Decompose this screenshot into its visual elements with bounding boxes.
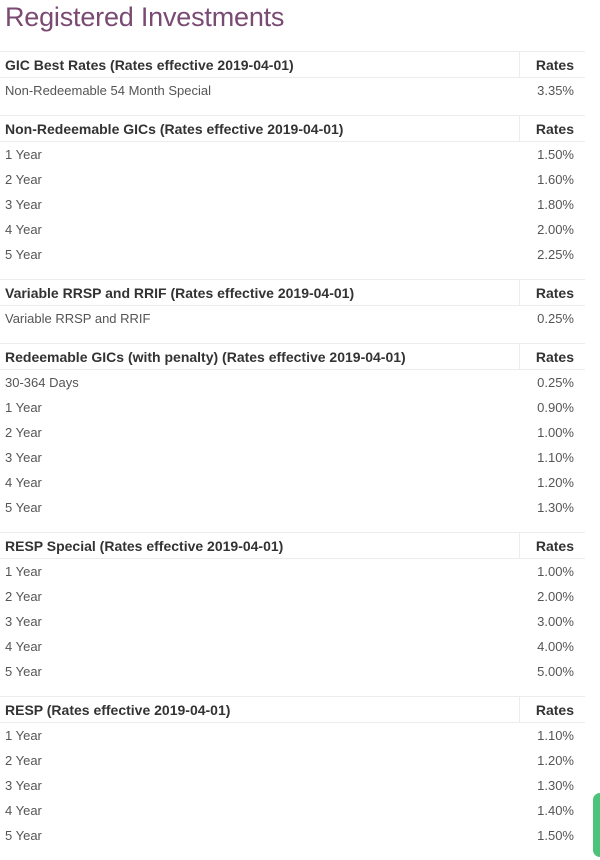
rate-cell: 1.10% — [537, 450, 574, 465]
table-row: 2 Year 1.60% — [0, 167, 585, 192]
table-title: Non-Redeemable GICs (Rates effective 201… — [0, 115, 520, 142]
term-cell: Non-Redeemable 54 Month Special — [5, 83, 211, 98]
term-cell: 1 Year — [5, 147, 42, 162]
term-cell: 3 Year — [5, 614, 42, 629]
rate-cell: 0.25% — [537, 311, 574, 326]
term-cell: 4 Year — [5, 475, 42, 490]
term-cell: 30-364 Days — [5, 375, 79, 390]
table-row: 30-364 Days 0.25% — [0, 370, 585, 396]
table-row: 3 Year 1.80% — [0, 192, 585, 217]
table-row: 1 Year 0.90% — [0, 395, 585, 420]
rates-table: RESP (Rates effective 2019-04-01) Rates 1 … — [0, 696, 585, 848]
term-cell: 2 Year — [5, 753, 42, 768]
rate-cell: 3.00% — [537, 614, 574, 629]
table-row: 2 Year 1.00% — [0, 420, 585, 445]
table-row: 1 Year 1.50% — [0, 142, 585, 168]
rates-column-header: Rates — [518, 532, 585, 559]
table-row: 1 Year 1.00% — [0, 559, 585, 585]
table-row: 4 Year 4.00% — [0, 634, 585, 659]
term-cell: 2 Year — [5, 172, 42, 187]
table-row: 5 Year 2.25% — [0, 242, 585, 267]
rates-column-header: Rates — [518, 696, 585, 723]
table-title: GIC Best Rates (Rates effective 2019-04-… — [0, 51, 520, 78]
table-row: 5 Year 1.30% — [0, 495, 585, 520]
rate-cell: 1.20% — [537, 753, 574, 768]
rate-cell: 1.30% — [537, 778, 574, 793]
rate-cell: 1.20% — [537, 475, 574, 490]
rate-cell: 1.00% — [537, 564, 574, 579]
table-row: 2 Year 2.00% — [0, 584, 585, 609]
table-row: 3 Year 3.00% — [0, 609, 585, 634]
rate-cell: 0.90% — [537, 400, 574, 415]
term-cell: 5 Year — [5, 247, 42, 262]
rates-table: Non-Redeemable GICs (Rates effective 201… — [0, 115, 585, 267]
rates-table: GIC Best Rates (Rates effective 2019-04-… — [0, 51, 585, 103]
rates-column-header: Rates — [518, 115, 585, 142]
table-header-row: RESP Special (Rates effective 2019-04-01… — [0, 532, 585, 559]
rate-cell: 0.25% — [537, 375, 574, 390]
rates-tables: GIC Best Rates (Rates effective 2019-04-… — [0, 51, 585, 860]
table-title: Redeemable GICs (with penalty) (Rates ef… — [0, 343, 520, 370]
term-cell: 3 Year — [5, 450, 42, 465]
rates-table: Variable RRSP and RRIF (Rates effective … — [0, 279, 585, 331]
rate-cell: 2.00% — [537, 222, 574, 237]
table-row: Variable RRSP and RRIF 0.25% — [0, 306, 585, 332]
table-header-row: GIC Best Rates (Rates effective 2019-04-… — [0, 51, 585, 78]
rate-cell: 3.35% — [537, 83, 574, 98]
rate-cell: 2.00% — [537, 589, 574, 604]
rate-cell: 1.60% — [537, 172, 574, 187]
rates-column-header: Rates — [518, 51, 585, 78]
term-cell: 5 Year — [5, 828, 42, 843]
table-title: Variable RRSP and RRIF (Rates effective … — [0, 279, 520, 306]
table-row: 3 Year 1.10% — [0, 445, 585, 470]
term-cell: 1 Year — [5, 728, 42, 743]
table-header-row: Redeemable GICs (with penalty) (Rates ef… — [0, 343, 585, 370]
term-cell: 3 Year — [5, 778, 42, 793]
term-cell: 1 Year — [5, 564, 42, 579]
rate-cell: 1.00% — [537, 425, 574, 440]
rate-cell: 4.00% — [537, 639, 574, 654]
table-row: 4 Year 2.00% — [0, 217, 585, 242]
term-cell: 5 Year — [5, 664, 42, 679]
chat-widget-button[interactable] — [593, 793, 600, 857]
rate-cell: 5.00% — [537, 664, 574, 679]
rates-column-header: Rates — [518, 343, 585, 370]
rates-table: RESP Special (Rates effective 2019-04-01… — [0, 532, 585, 684]
term-cell: 5 Year — [5, 500, 42, 515]
table-row: 1 Year 1.10% — [0, 723, 585, 749]
rates-column-header: Rates — [518, 279, 585, 306]
term-cell: 2 Year — [5, 589, 42, 604]
rate-cell: 1.40% — [537, 803, 574, 818]
table-row: 3 Year 1.30% — [0, 773, 585, 798]
term-cell: 2 Year — [5, 425, 42, 440]
term-cell: Variable RRSP and RRIF — [5, 311, 151, 326]
table-row: Non-Redeemable 54 Month Special 3.35% — [0, 78, 585, 104]
rate-cell: 2.25% — [537, 247, 574, 262]
term-cell: 4 Year — [5, 222, 42, 237]
term-cell: 3 Year — [5, 197, 42, 212]
table-row: 4 Year 1.40% — [0, 798, 585, 823]
term-cell: 1 Year — [5, 400, 42, 415]
table-row: 5 Year 1.50% — [0, 823, 585, 848]
page-title: Registered Investments — [5, 2, 285, 32]
table-row: 4 Year 1.20% — [0, 470, 585, 495]
term-cell: 4 Year — [5, 639, 42, 654]
table-title: RESP (Rates effective 2019-04-01) — [0, 696, 520, 723]
table-header-row: Non-Redeemable GICs (Rates effective 201… — [0, 115, 585, 142]
table-header-row: Variable RRSP and RRIF (Rates effective … — [0, 279, 585, 306]
rate-cell: 1.30% — [537, 500, 574, 515]
table-row: 5 Year 5.00% — [0, 659, 585, 684]
table-header-row: RESP (Rates effective 2019-04-01) Rates — [0, 696, 585, 723]
rate-cell: 1.80% — [537, 197, 574, 212]
rates-table: Redeemable GICs (with penalty) (Rates ef… — [0, 343, 585, 520]
rate-cell: 1.10% — [537, 728, 574, 743]
rate-cell: 1.50% — [537, 147, 574, 162]
term-cell: 4 Year — [5, 803, 42, 818]
rate-cell: 1.50% — [537, 828, 574, 843]
table-row: 2 Year 1.20% — [0, 748, 585, 773]
table-title: RESP Special (Rates effective 2019-04-01… — [0, 532, 520, 559]
